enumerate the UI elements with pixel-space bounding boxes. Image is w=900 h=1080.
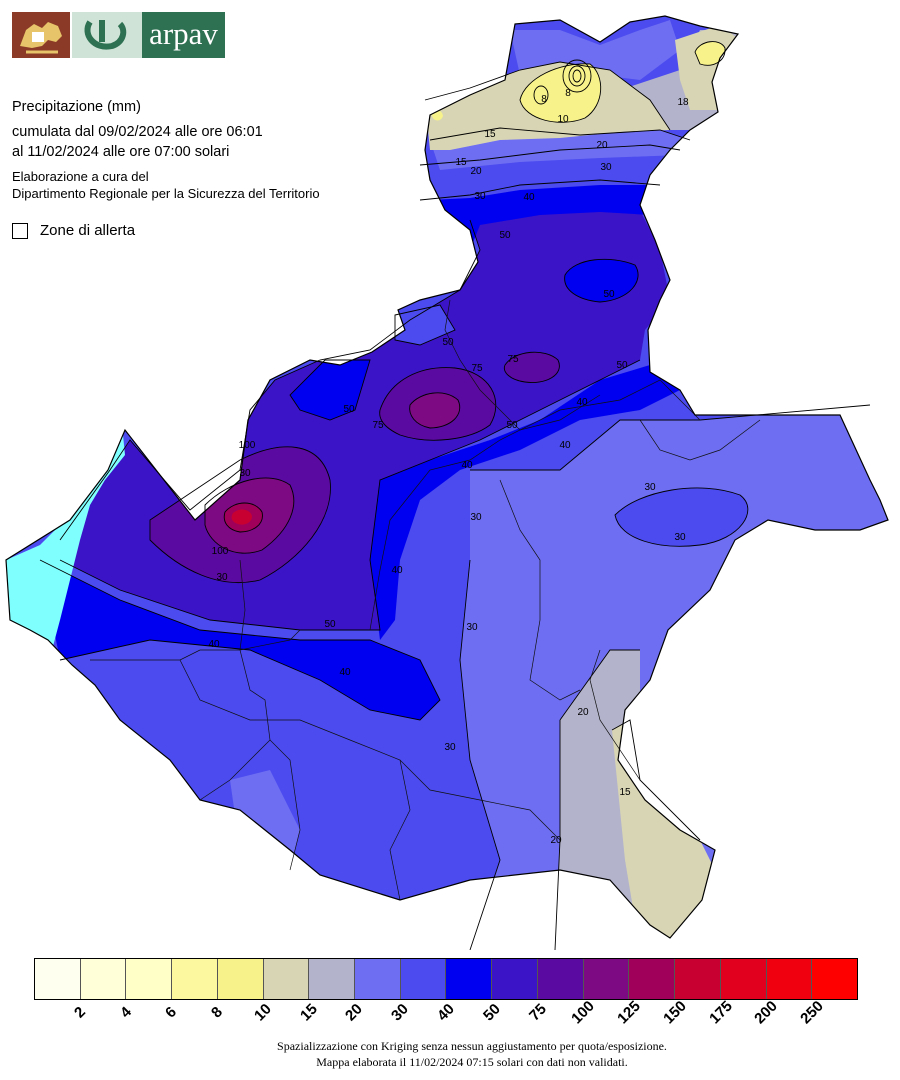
contour-label: 50 <box>442 337 454 348</box>
colorbar-cell <box>35 959 81 999</box>
lion-emblem-icon <box>12 12 70 58</box>
credit-line-1: Elaborazione a cura del <box>12 169 149 184</box>
contour-label: 30 <box>474 191 486 202</box>
contour-label: 75 <box>372 420 384 431</box>
credit-line-2: Dipartimento Regionale per la Sicurezza … <box>12 186 320 201</box>
contour-label: 50 <box>324 619 336 630</box>
contour-label: 30 <box>674 532 686 543</box>
contour-label: 20 <box>577 707 589 718</box>
contour-label: 40 <box>559 440 571 451</box>
contour-label: 20 <box>550 835 562 846</box>
contour-label: 30 <box>444 742 456 753</box>
precipitation-map: 8 8 10 15 15 18 20 20 30 30 40 50 50 50 50 50 50 75 75 75 10… <box>5 15 889 950</box>
contour-label: 75 <box>507 354 519 365</box>
zone-legend: Zone di allerta <box>12 222 135 239</box>
zone-legend-label: Zone di allerta <box>40 222 136 239</box>
contour-label: 50 <box>603 289 615 300</box>
contour-label: 75 <box>471 363 483 374</box>
contour-labels: 8 8 10 15 15 18 20 20 30 30 40 50 50 50 50 50 50 75 75 75 10… <box>208 88 689 846</box>
colorbar-ticks: 2 4 6 8 10 15 20 30 40 50 75 100 125 150 175 200 250 <box>0 998 900 1034</box>
footer-line-2: Mappa elaborata il 11/02/2024 07:15 sola… <box>316 1055 628 1069</box>
zone-legend-swatch <box>12 222 28 239</box>
colorbar-cell <box>217 959 264 999</box>
contour-label: 8 <box>565 88 571 99</box>
colorbar-cell <box>675 959 721 999</box>
contour-label: 30 <box>239 468 251 479</box>
contour-label: 30 <box>644 482 656 493</box>
precipitation-colorbar <box>34 958 858 1000</box>
period-line-1: cumulata dal 09/02/2024 alle ore 06:01 <box>12 124 263 140</box>
footer-line-1: Spazializzazione con Kriging senza nessu… <box>277 1039 667 1053</box>
logo-text: arpav <box>142 12 225 58</box>
contour-label: 40 <box>391 565 403 576</box>
colorbar-cell <box>355 959 401 999</box>
contour-label: 10 <box>557 114 569 125</box>
contour-label: 40 <box>461 460 473 471</box>
precipitation-zones <box>6 16 888 938</box>
contour-label: 15 <box>484 129 496 140</box>
arpav-mark-icon <box>72 12 142 58</box>
arpav-logo: arpav <box>12 12 225 58</box>
colorbar-cell <box>492 959 538 999</box>
contour-label: 100 <box>212 546 229 557</box>
contour-label: 30 <box>466 622 478 633</box>
colorbar-cell <box>172 959 218 999</box>
colorbar-cell <box>812 959 857 999</box>
contour-label: 50 <box>506 420 518 431</box>
colorbar-cell <box>583 959 630 999</box>
colorbar-cell <box>537 959 584 999</box>
colorbar-cell <box>126 959 173 999</box>
contour-label: 50 <box>343 404 355 415</box>
contour-label: 30 <box>600 162 612 173</box>
colorbar-cell <box>400 959 447 999</box>
contour-label: 30 <box>470 512 482 523</box>
contour-label: 20 <box>596 140 608 151</box>
contour-label: 50 <box>616 360 628 371</box>
contour-label: 15 <box>455 157 467 168</box>
contour-label: 40 <box>523 192 535 203</box>
contour-label: 40 <box>208 639 220 650</box>
contour-label: 40 <box>339 667 351 678</box>
contour-label: 30 <box>216 572 228 583</box>
contour-label: 20 <box>470 166 482 177</box>
contour-label: 18 <box>677 97 689 108</box>
contour-label: 40 <box>576 397 588 408</box>
colorbar-cell <box>629 959 676 999</box>
colorbar-cell <box>720 959 767 999</box>
colorbar-cell <box>80 959 127 999</box>
map-info: Precipitazione (mm) cumulata dal 09/02/2… <box>12 96 320 202</box>
contour-label: 8 <box>541 94 547 105</box>
map-title: Precipitazione (mm) <box>12 99 141 115</box>
contour-label: 50 <box>499 230 511 241</box>
colorbar-cell <box>446 959 493 999</box>
colorbar-cell <box>309 959 356 999</box>
contour-label: 15 <box>619 787 631 798</box>
contour-label: 100 <box>239 440 256 451</box>
colorbar-cell <box>766 959 813 999</box>
colorbar-cell <box>263 959 310 999</box>
period-line-2: al 11/02/2024 alle ore 07:00 solari <box>12 144 230 160</box>
